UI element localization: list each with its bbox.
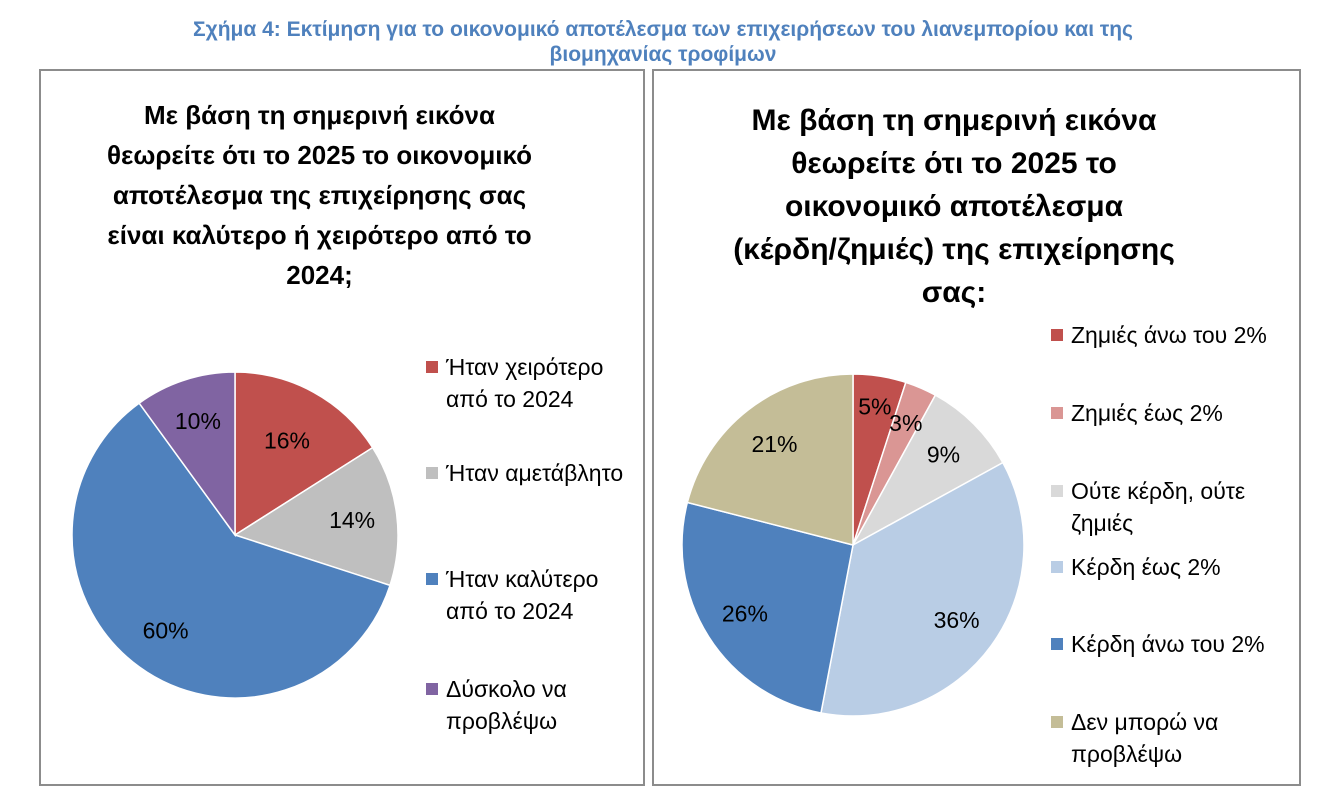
legend-0-label-1: Ήταν αμετάβλητο	[446, 457, 623, 489]
legend-0-label-0-line-0: Ήταν χειρότερο	[446, 351, 603, 383]
legend-0-label-3: Δύσκολο να προβλέψω	[446, 673, 567, 737]
figure-title: Σχήμα 4: Εκτίμηση για το οικονομικό αποτ…	[0, 17, 1326, 67]
legend-1-label-4-line-0: Κέρδη άνω του 2%	[1071, 628, 1265, 660]
legend-1-swatch-5	[1051, 716, 1063, 728]
legend-1-label-5-line-1: προβλέψω	[1071, 738, 1218, 770]
legend-1-label-2-line-0: Ούτε κέρδη, ούτε	[1071, 475, 1245, 507]
legend-0-swatch-3	[426, 683, 438, 695]
legend-0-label-3-line-0: Δύσκολο να	[446, 673, 567, 705]
legend-0-label-2-line-1: από το 2024	[446, 595, 598, 627]
pie-1-data-label-5: 21%	[751, 431, 797, 457]
legend-1-label-4: Κέρδη άνω του 2%	[1071, 628, 1265, 660]
legend-1-label-2: Ούτε κέρδη, ούτε ζημιές	[1071, 475, 1245, 539]
legend-0-label-3-line-1: προβλέψω	[446, 705, 567, 737]
left-chart-panel: Με βάση τη σημερινή εικόνα θεωρείτε ότι …	[39, 69, 645, 786]
legend-1-swatch-2	[1051, 485, 1063, 497]
legend-1-label-3-line-0: Κέρδη έως 2%	[1071, 551, 1221, 583]
right-chart-panel: Με βάση τη σημερινή εικόνα θεωρείτε ότι …	[652, 69, 1301, 786]
legend-1-swatch-1	[1051, 407, 1063, 419]
pie-1-data-label-1: 3%	[889, 410, 922, 436]
legend-1-label-1-line-0: Ζημιές έως 2%	[1071, 397, 1223, 429]
legend-1-label-0-line-0: Ζημιές άνω του 2%	[1071, 319, 1267, 351]
figure-title-line-1: Σχήμα 4: Εκτίμηση για το οικονομικό αποτ…	[0, 17, 1326, 42]
pie-0-data-label-3: 10%	[175, 408, 221, 434]
legend-1-swatch-0	[1051, 329, 1063, 341]
pie-0-data-label-1: 14%	[329, 507, 375, 533]
legend-1-label-5-line-0: Δεν μπορώ να	[1071, 706, 1218, 738]
legend-1-swatch-3	[1051, 561, 1063, 573]
legend-0-label-1-line-0: Ήταν αμετάβλητο	[446, 457, 623, 489]
legend-1-label-1: Ζημιές έως 2%	[1071, 397, 1223, 429]
pie-1-data-label-4: 26%	[722, 601, 768, 627]
legend-1-label-0: Ζημιές άνω του 2%	[1071, 319, 1267, 351]
pie-1-data-label-2: 9%	[927, 442, 960, 468]
legend-0-label-0-line-1: από το 2024	[446, 383, 603, 415]
legend-0-label-2-line-0: Ήταν καλύτερο	[446, 563, 598, 595]
pie-1-data-label-0: 5%	[858, 394, 891, 420]
figure-title-line-2: βιομηχανίας τροφίμων	[0, 42, 1326, 67]
pie-0-data-label-2: 60%	[143, 618, 189, 644]
legend-0-label-2: Ήταν καλύτερο από το 2024	[446, 563, 598, 627]
legend-1-label-3: Κέρδη έως 2%	[1071, 551, 1221, 583]
legend-0-swatch-2	[426, 573, 438, 585]
legend-1-swatch-4	[1051, 638, 1063, 650]
legend-0-label-0: Ήταν χειρότερο από το 2024	[446, 351, 603, 415]
pie-1-data-label-3: 36%	[934, 607, 980, 633]
legend-0-swatch-0	[426, 361, 438, 373]
pie-0-data-label-0: 16%	[264, 427, 310, 453]
legend-1-label-5: Δεν μπορώ να προβλέψω	[1071, 706, 1218, 770]
legend-0-swatch-1	[426, 467, 438, 479]
legend-1-label-2-line-1: ζημιές	[1071, 507, 1245, 539]
